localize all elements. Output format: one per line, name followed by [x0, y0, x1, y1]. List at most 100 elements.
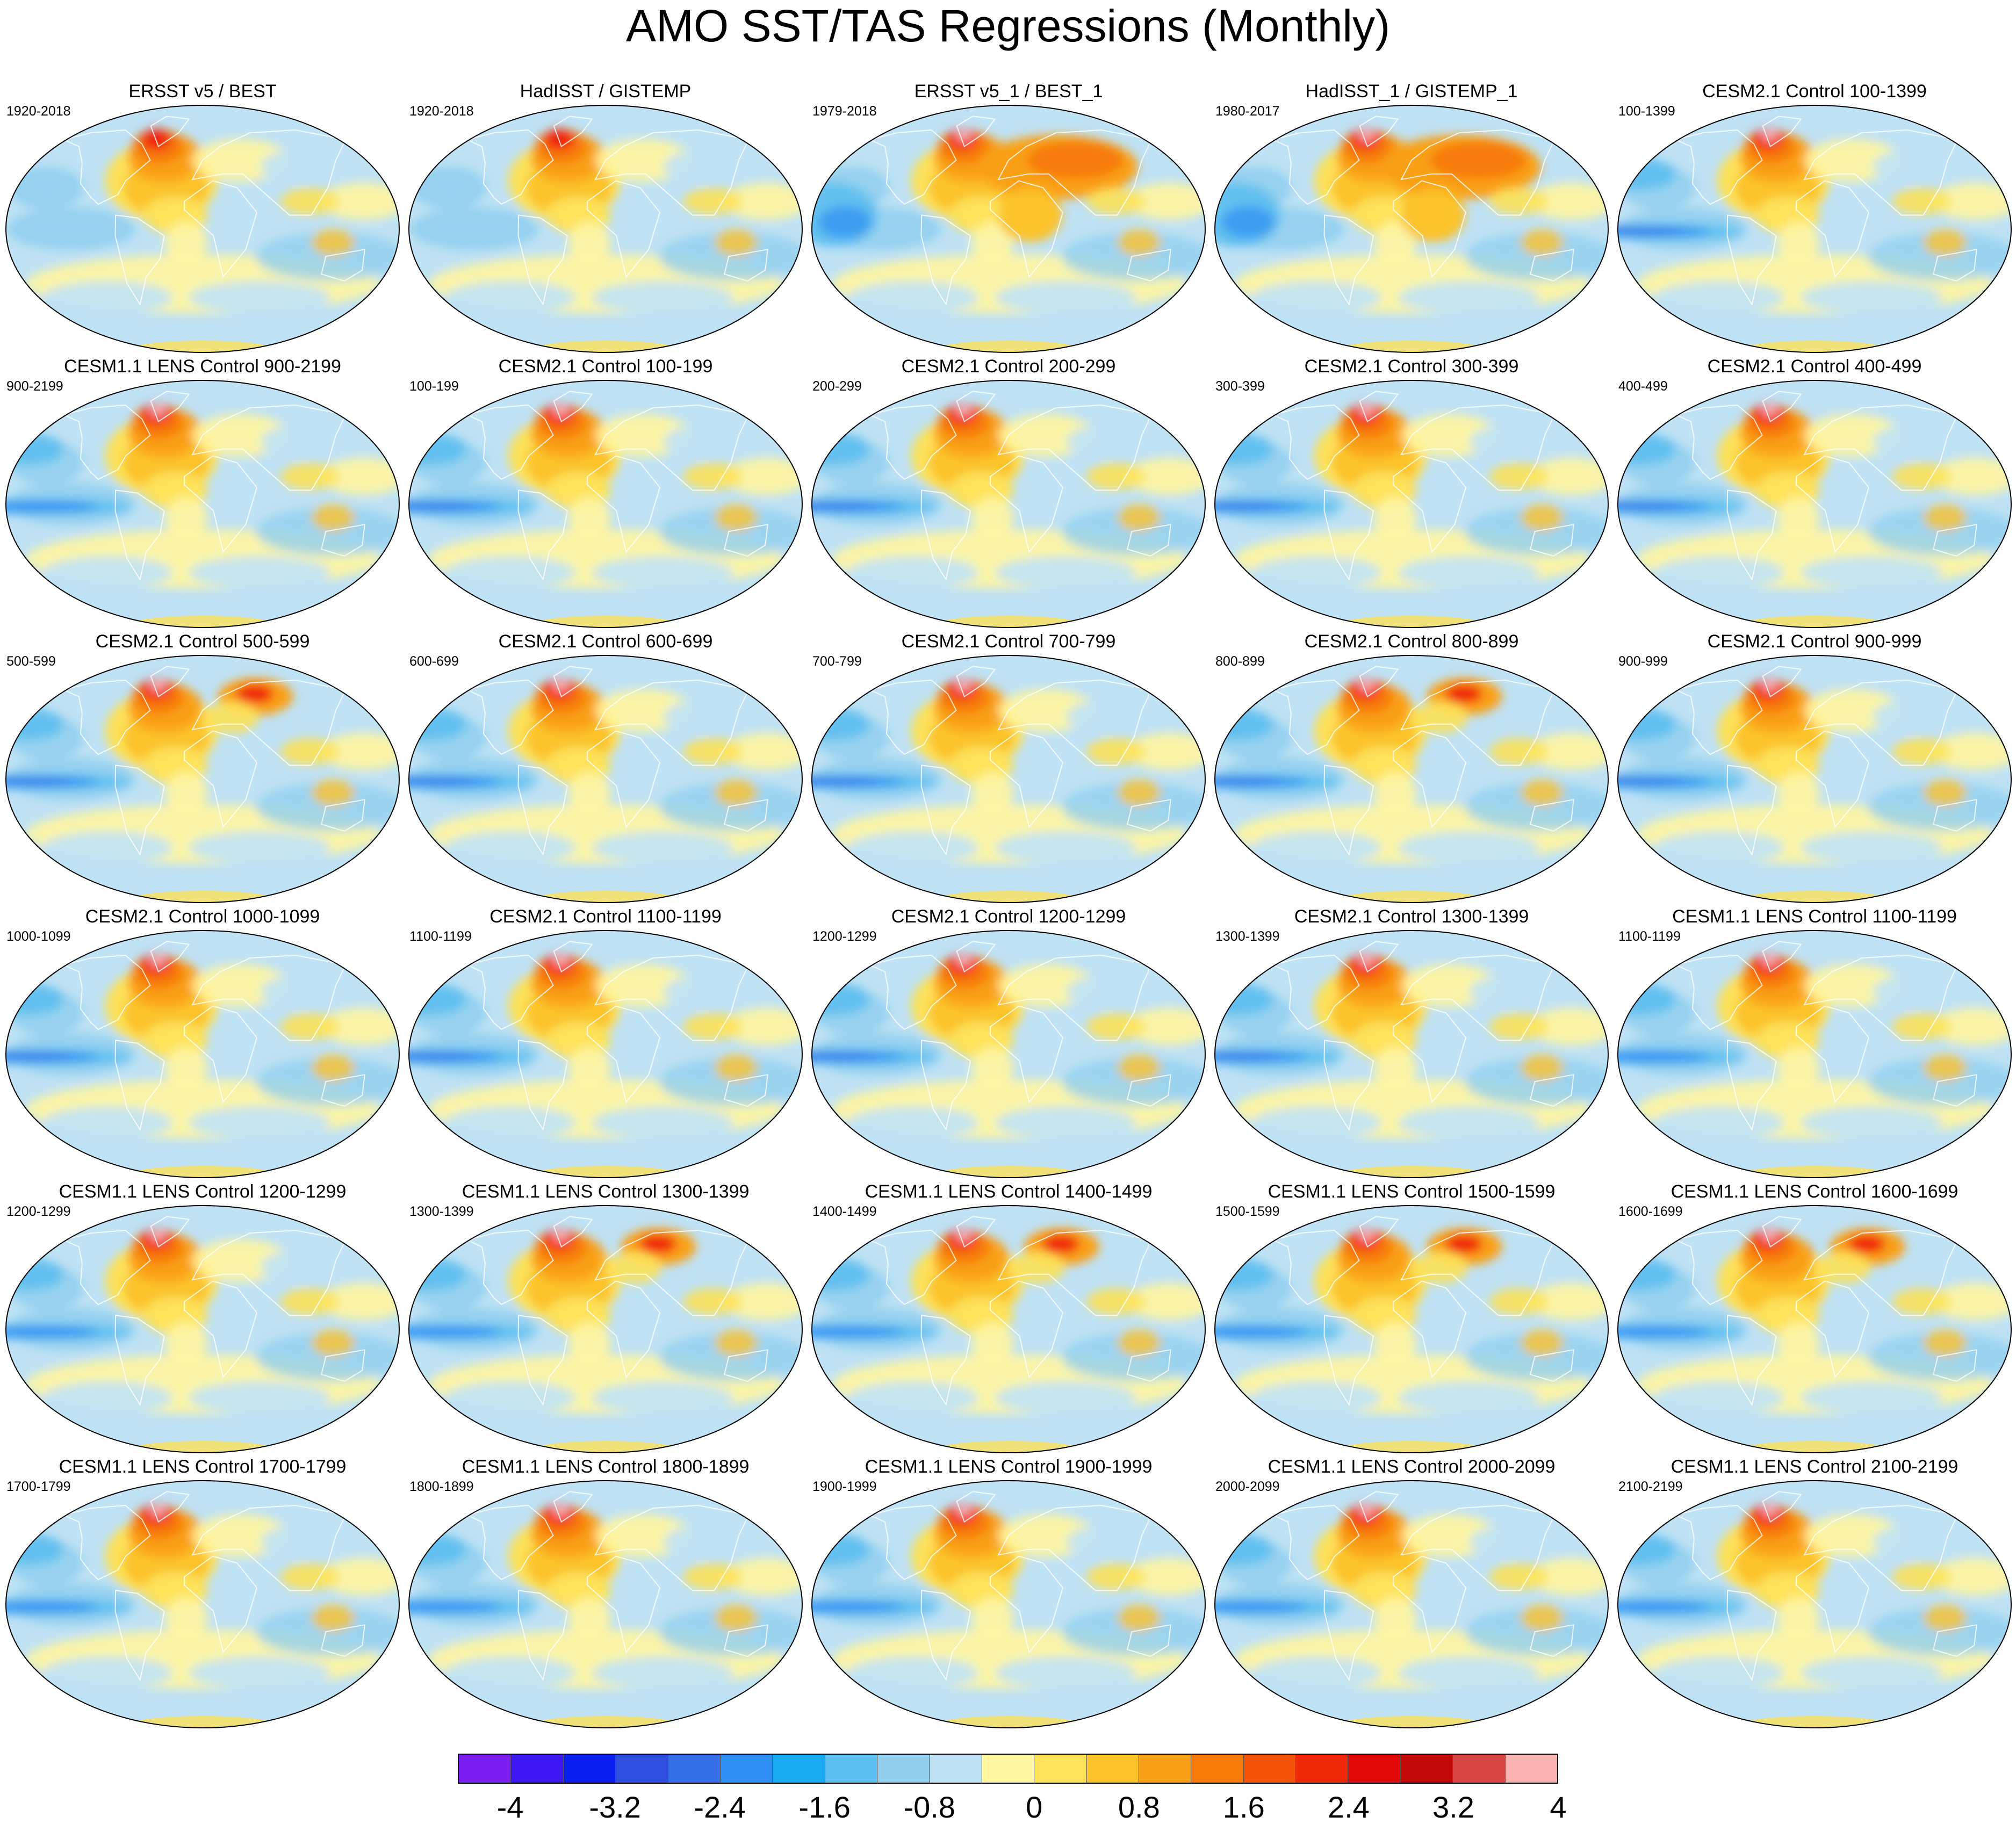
colorbar-swatch	[720, 1755, 773, 1783]
map-panel: CESM2.1 Control 1100-1199 1100-1199	[404, 906, 807, 1182]
continent-outline	[1762, 666, 1802, 698]
continent-outline	[1359, 1491, 1399, 1523]
colorbar-tick-label: 2.4	[1327, 1790, 1370, 1824]
continent-outline	[517, 1315, 568, 1407]
colorbar-swatch	[1086, 1755, 1139, 1783]
continent-outline	[517, 1590, 568, 1682]
anomaly-region	[1776, 1046, 1820, 1090]
anomaly-region	[1062, 782, 1205, 831]
panel-period-label: 1200-1299	[812, 929, 877, 944]
anomaly-region	[445, 1106, 575, 1139]
coastlines	[1271, 116, 1574, 306]
anomaly-region	[683, 463, 743, 490]
anomaly-region	[190, 831, 330, 864]
continent-outline	[1127, 524, 1171, 557]
panel-title: CESM2.1 Control 400-499	[1707, 356, 1922, 377]
continent-outline	[183, 1555, 258, 1654]
anomaly-region	[1399, 556, 1539, 589]
map-panel: CESM1.1 LENS Control 1800-1899 1800-1899	[404, 1456, 807, 1732]
anomaly-region	[664, 1526, 724, 1559]
panel-title: CESM2.1 Control 800-899	[1304, 631, 1519, 652]
continent-outline	[956, 116, 996, 148]
colorbar-tick-label: -1.6	[798, 1790, 851, 1824]
colorbar-swatch	[1296, 1755, 1349, 1783]
continent-outline	[1933, 1074, 1977, 1107]
antarctic-region	[127, 1716, 278, 1728]
continent-outline	[868, 679, 957, 755]
panel-title: CESM1.1 LENS Control 1900-1999	[865, 1457, 1153, 1477]
map-border	[1617, 1480, 2012, 1728]
regression-map	[811, 1205, 1206, 1453]
map-panel: CESM1.1 LENS Control 2100-2199 2100-2199	[1613, 1456, 2016, 1732]
anomaly-region	[1762, 955, 1777, 967]
continent-outline	[1762, 391, 1802, 423]
coastlines	[1674, 1491, 1977, 1682]
anomaly-region	[1011, 1251, 1065, 1284]
antarctic-region	[1336, 1716, 1487, 1728]
anomaly-region	[256, 232, 399, 281]
anomaly-region	[1762, 1230, 1777, 1242]
anomaly-region	[812, 1327, 904, 1337]
map-panel: ERSST v5 / BEST 1920-2018	[1, 81, 404, 357]
anomaly-region	[1373, 771, 1417, 814]
anomaly-region	[1892, 1013, 1952, 1040]
anomaly-region	[1067, 701, 1127, 733]
anomaly-region	[593, 1106, 733, 1139]
anomaly-region	[1802, 556, 1942, 589]
regression-map	[811, 105, 1206, 353]
regression-map	[408, 380, 803, 628]
continent-outline	[989, 1005, 1064, 1104]
anomaly-region	[567, 771, 611, 814]
anomaly-region	[664, 976, 724, 1008]
continent-outline	[1726, 1315, 1777, 1407]
continent-outline	[465, 129, 554, 205]
map-border	[811, 655, 1206, 903]
continent-outline	[1803, 1229, 1959, 1316]
anomaly-region	[956, 1230, 971, 1242]
continent-outline	[1271, 679, 1360, 755]
anomaly-region	[1776, 1596, 1820, 1640]
anomaly-region	[261, 151, 321, 183]
anomaly-region	[1654, 1106, 1784, 1139]
map-border	[1214, 930, 1609, 1178]
panel-title: CESM2.1 Control 700-799	[901, 631, 1116, 652]
continent-outline	[1933, 799, 1977, 832]
continent-outline	[920, 765, 971, 856]
anomaly-region	[7, 207, 136, 250]
continent-outline	[1803, 679, 1959, 766]
anomaly-region	[410, 207, 539, 250]
map-panel: CESM2.1 Control 400-499 400-499	[1613, 356, 2016, 632]
panel-title: CESM1.1 LENS Control 1800-1899	[462, 1457, 750, 1477]
continent-outline	[920, 1040, 971, 1131]
regression-map	[1617, 105, 2012, 353]
antarctic-region	[1336, 616, 1487, 628]
coastlines	[1271, 1216, 1574, 1407]
map-border	[408, 105, 803, 353]
anomaly-region	[42, 1656, 172, 1689]
anomaly-region	[848, 831, 978, 864]
continent-outline	[989, 1280, 1064, 1379]
continent-outline	[594, 404, 750, 491]
anomaly-region	[256, 507, 399, 556]
anomaly-region	[1470, 976, 1530, 1008]
anomaly-region	[1465, 1607, 1608, 1656]
regression-map	[5, 655, 400, 903]
map-panel: CESM1.1 LENS Control 1300-1399 1300-1399	[404, 1181, 807, 1457]
continent-outline	[997, 954, 1153, 1041]
anomaly-region	[1470, 1526, 1530, 1559]
antarctic-region	[530, 1441, 681, 1453]
panel-title: CESM2.1 Control 900-999	[1707, 631, 1922, 652]
coastlines	[1674, 1216, 1977, 1407]
anomaly-region	[164, 1046, 208, 1090]
continent-outline	[724, 1624, 768, 1657]
continent-outline	[1271, 1229, 1360, 1306]
anomaly-region	[1923, 504, 1967, 531]
anomaly-region	[445, 556, 575, 589]
antarctic-region	[530, 1716, 681, 1728]
continent-outline	[321, 524, 365, 557]
panel-period-label: 1000-1099	[6, 929, 71, 944]
anomaly-region	[1873, 151, 1933, 183]
continent-outline	[1795, 455, 1870, 553]
anomaly-region	[1873, 426, 1933, 458]
map-panel: CESM1.1 LENS Control 1900-1999 1900-1999	[807, 1456, 1210, 1732]
